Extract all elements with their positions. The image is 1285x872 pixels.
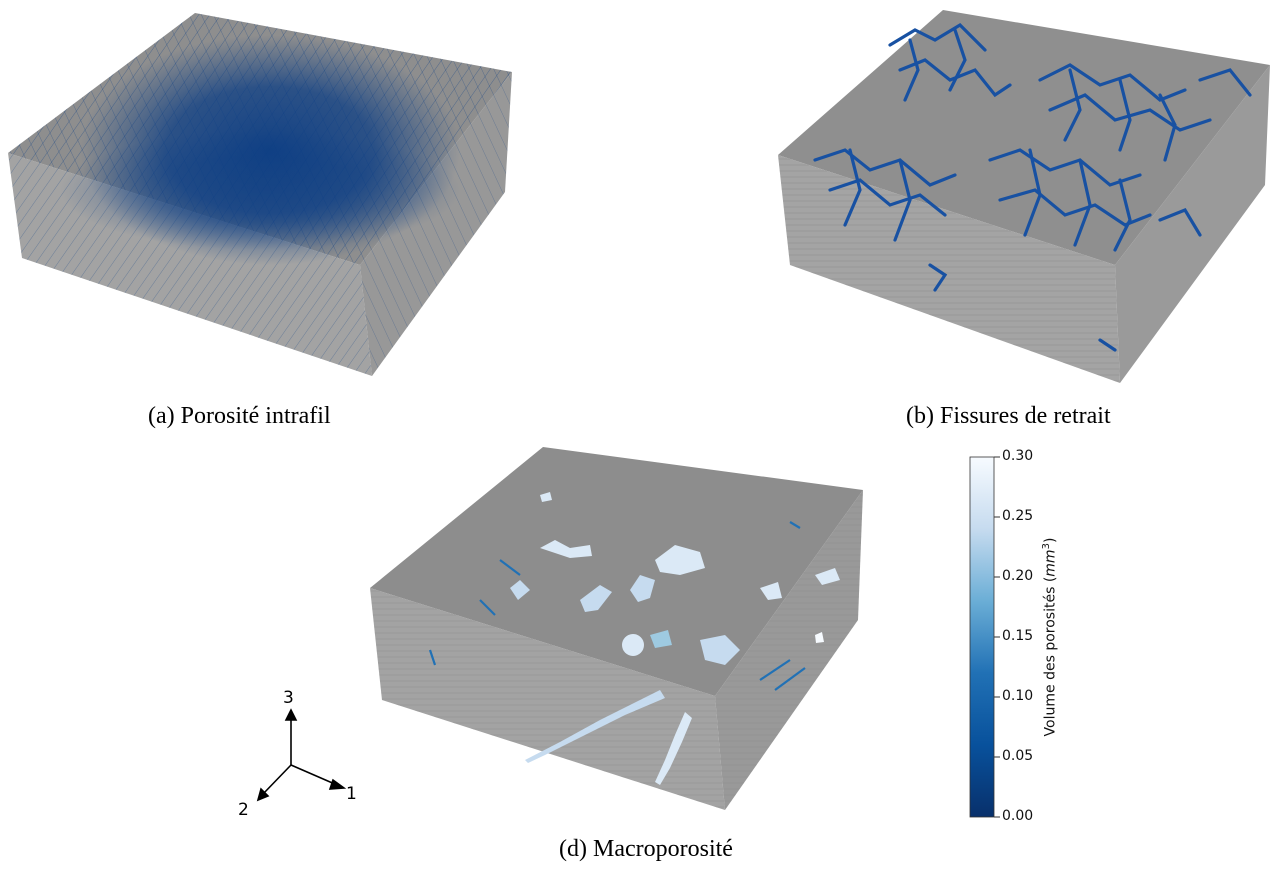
colorbar-tick: 0.30 <box>1002 448 1034 464</box>
axis-label-1: 1 <box>346 784 357 804</box>
axis-label-2: 2 <box>238 800 249 820</box>
axis-label-3: 3 <box>283 688 294 708</box>
panel-b-top-face <box>778 10 1270 265</box>
panel-d-macropores <box>510 492 840 785</box>
panel-a-volume <box>8 13 512 376</box>
panel-d-volume <box>370 447 863 810</box>
colorbar-tick: 0.05 <box>1002 748 1034 764</box>
colorbar-tick: 0.20 <box>1002 568 1034 584</box>
panel-d-top-face <box>370 447 863 696</box>
colorbar-tick: 0.10 <box>1002 688 1034 704</box>
axes-triad <box>256 708 347 802</box>
colorbar-label-main: Volume des porosités ( <box>1042 576 1059 737</box>
colorbar-gradient <box>969 456 995 818</box>
colorbar-label-exponent: 3 <box>1041 543 1052 550</box>
colorbar-tick: 0.25 <box>1002 508 1034 524</box>
caption-panel-d: (d) Macroporosité <box>559 836 733 862</box>
caption-panel-b: (b) Fissures de retrait <box>906 403 1111 429</box>
colorbar-tick: 0.15 <box>1002 628 1034 644</box>
panel-b-volume <box>778 10 1270 383</box>
panel-b-shrinkage-cracks <box>813 22 1252 352</box>
colorbar-tick: 0.00 <box>1002 808 1034 824</box>
colorbar-label-close: ) <box>1042 537 1059 544</box>
colorbar-label: Volume des porosités (mm3) <box>1041 527 1059 747</box>
colorbar-label-unit: mm <box>1042 549 1059 577</box>
caption-panel-a: (a) Porosité intrafil <box>148 403 331 429</box>
colorbar <box>969 456 1000 818</box>
